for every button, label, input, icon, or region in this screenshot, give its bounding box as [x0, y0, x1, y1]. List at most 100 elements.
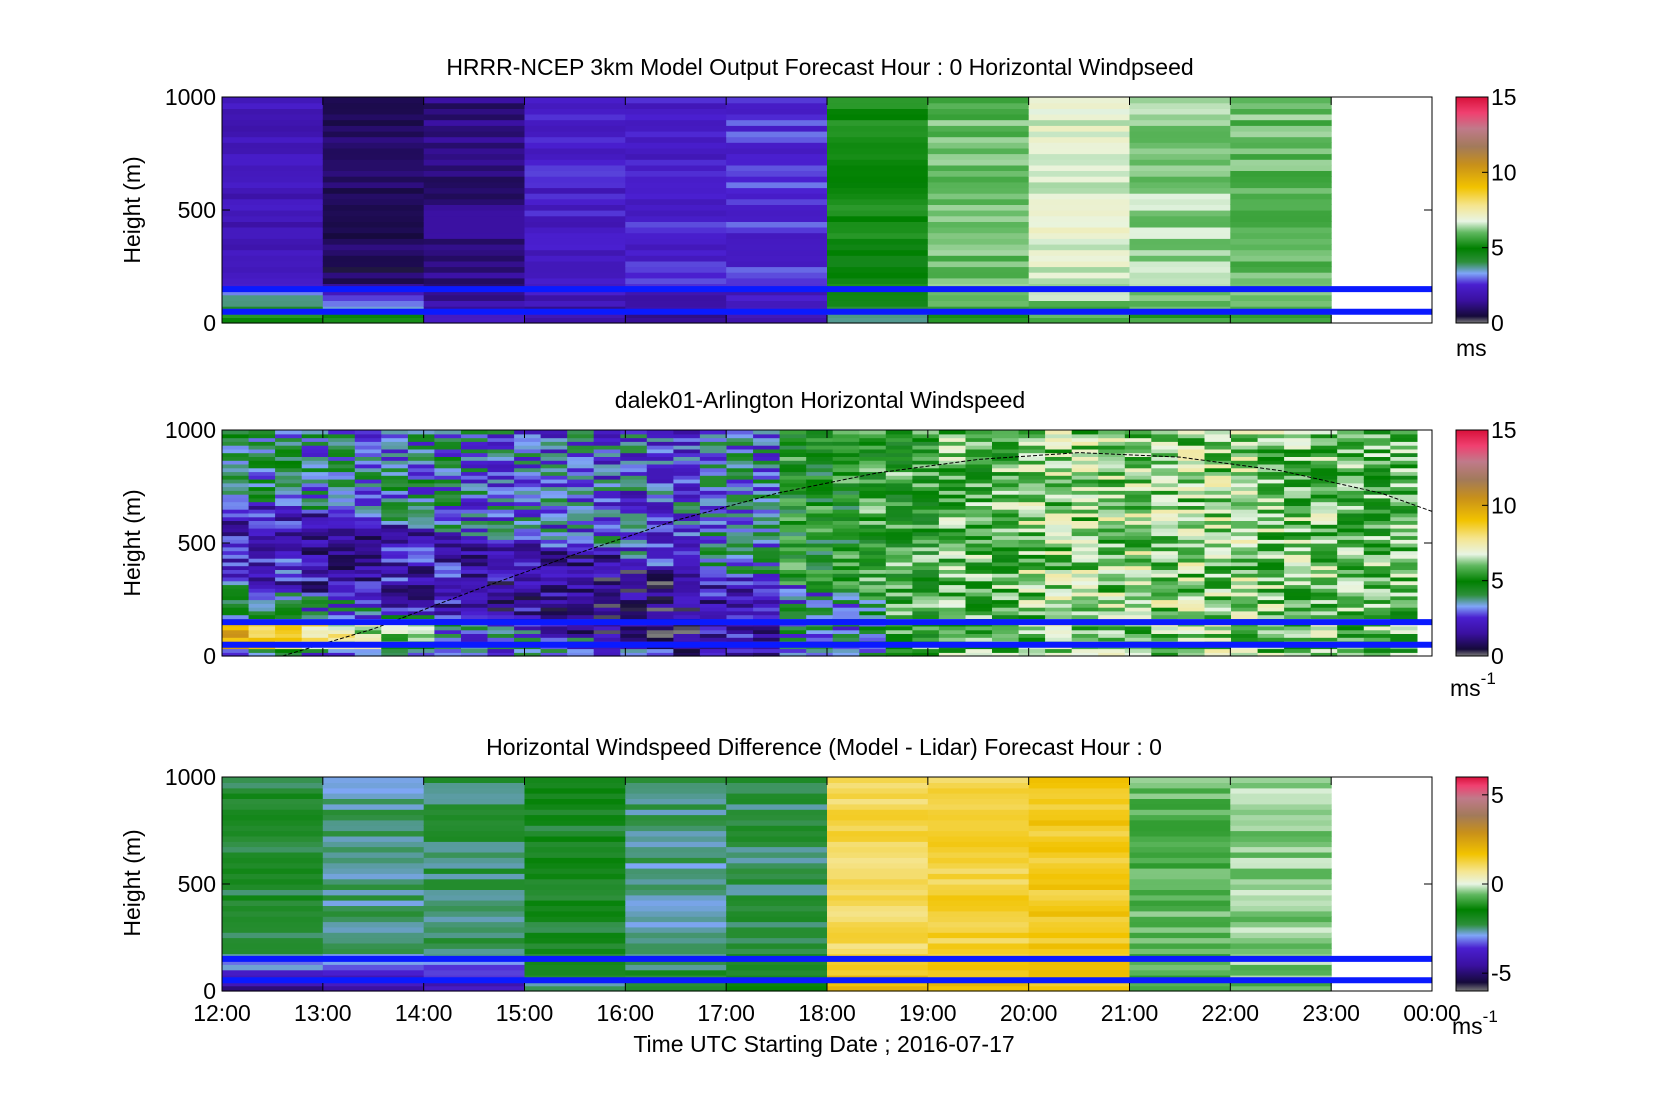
heatmap-cell	[859, 497, 887, 503]
heatmap-cell	[699, 441, 728, 446]
colorbar-tick-label: -5	[1491, 960, 1511, 986]
heatmap-cell	[407, 539, 436, 544]
heatmap-cell	[1028, 170, 1131, 177]
heatmap-cell	[912, 558, 940, 563]
heatmap-cell	[222, 441, 250, 446]
heatmap-cell	[625, 835, 727, 842]
heatmap-cell	[514, 456, 542, 461]
heatmap-cell	[407, 482, 436, 488]
heatmap-cell	[328, 479, 356, 484]
heatmap-cell	[827, 204, 929, 211]
heatmap-cell	[354, 614, 382, 619]
heatmap-cell	[1363, 479, 1391, 484]
heatmap-cell	[248, 494, 276, 499]
heatmap-cell	[927, 825, 1030, 832]
heatmap-cell	[1124, 524, 1152, 529]
heatmap-cell	[726, 238, 828, 245]
heatmap-cell	[1363, 482, 1391, 488]
heatmap-cell	[1177, 452, 1206, 457]
x-tick-label: 14:00	[395, 1000, 453, 1026]
heatmap-cell	[965, 637, 993, 642]
heatmap-cell	[423, 164, 526, 171]
heatmap-cell	[407, 494, 436, 499]
heatmap-cell	[965, 633, 993, 638]
heatmap-cell	[301, 558, 329, 563]
heatmap-cell	[222, 524, 250, 529]
heatmap-cell	[938, 595, 967, 601]
heatmap-cell	[524, 210, 626, 217]
heatmap-cell	[328, 610, 356, 616]
heatmap-cell	[354, 456, 382, 461]
heatmap-cell	[1284, 592, 1312, 597]
heatmap-cell	[1045, 573, 1073, 578]
heatmap-cell	[832, 445, 860, 450]
heatmap-cell	[301, 497, 329, 503]
heatmap-cell	[699, 614, 728, 619]
heatmap-cell	[912, 512, 940, 518]
heatmap-cell	[1018, 561, 1046, 567]
heatmap-cell	[938, 490, 967, 495]
heatmap-cell	[965, 584, 993, 589]
heatmap-cell	[1231, 607, 1259, 612]
heatmap-cell	[593, 475, 621, 480]
heatmap-cell	[434, 648, 462, 653]
heatmap-cell	[593, 437, 621, 442]
heatmap-cell	[301, 482, 329, 488]
heatmap-cell	[275, 471, 303, 476]
heatmap-cell	[248, 625, 276, 631]
heatmap-cell	[1028, 819, 1131, 826]
heatmap-cell	[1363, 580, 1391, 586]
heatmap-cell	[699, 471, 728, 476]
heatmap-cell	[699, 430, 728, 435]
panel-title: HRRR-NCEP 3km Model Output Forecast Hour…	[446, 54, 1193, 80]
heatmap-cell	[673, 505, 701, 510]
heatmap-cell	[1071, 531, 1099, 537]
heatmap-cell	[1045, 433, 1073, 439]
heatmap-cell	[354, 633, 382, 638]
heatmap-cell	[487, 592, 515, 597]
heatmap-cell	[275, 580, 303, 586]
heatmap-cell	[567, 445, 595, 450]
heatmap-cell	[625, 782, 727, 789]
heatmap-cell	[514, 512, 542, 518]
heatmap-cell	[423, 238, 526, 245]
heatmap-cell	[567, 430, 595, 435]
heatmap-cell	[461, 550, 489, 555]
heatmap-cell	[514, 610, 542, 616]
heatmap-cell	[1230, 300, 1332, 307]
heatmap-cell	[1363, 584, 1391, 589]
heatmap-cell	[827, 226, 929, 234]
heatmap-cell	[992, 448, 1020, 454]
heatmap-cell	[832, 550, 860, 555]
heatmap-cell	[753, 565, 781, 570]
heatmap-cell	[1231, 573, 1259, 578]
heatmap-cell	[423, 777, 526, 783]
heatmap-cell	[1204, 520, 1232, 525]
heatmap-cell	[423, 969, 526, 976]
heatmap-cell	[1177, 445, 1206, 450]
heatmap-cell	[1257, 603, 1285, 608]
heatmap-cell	[423, 198, 526, 205]
heatmap-cell	[423, 221, 526, 228]
heatmap-cell	[1018, 535, 1046, 540]
heatmap-cell	[699, 463, 728, 469]
heatmap-cell	[354, 524, 382, 529]
heatmap-cell	[992, 479, 1020, 484]
heatmap-cell	[1098, 565, 1126, 570]
heatmap-cell	[620, 637, 648, 642]
heatmap-cell	[699, 482, 728, 488]
heatmap-cell	[625, 884, 727, 890]
heatmap-cell	[1230, 159, 1332, 166]
heatmap-cell	[322, 277, 425, 284]
heatmap-cell	[1098, 543, 1126, 548]
heatmap-cell	[487, 558, 515, 563]
heatmap-cell	[1098, 595, 1126, 601]
heatmap-cell	[1151, 550, 1179, 555]
heatmap-cell	[248, 603, 276, 608]
heatmap-cell	[248, 486, 276, 491]
heatmap-cell	[1230, 793, 1332, 799]
heatmap-cell	[275, 550, 303, 555]
heatmap-cell	[222, 452, 250, 457]
heatmap-cell	[779, 599, 807, 604]
heatmap-cell	[301, 629, 329, 634]
